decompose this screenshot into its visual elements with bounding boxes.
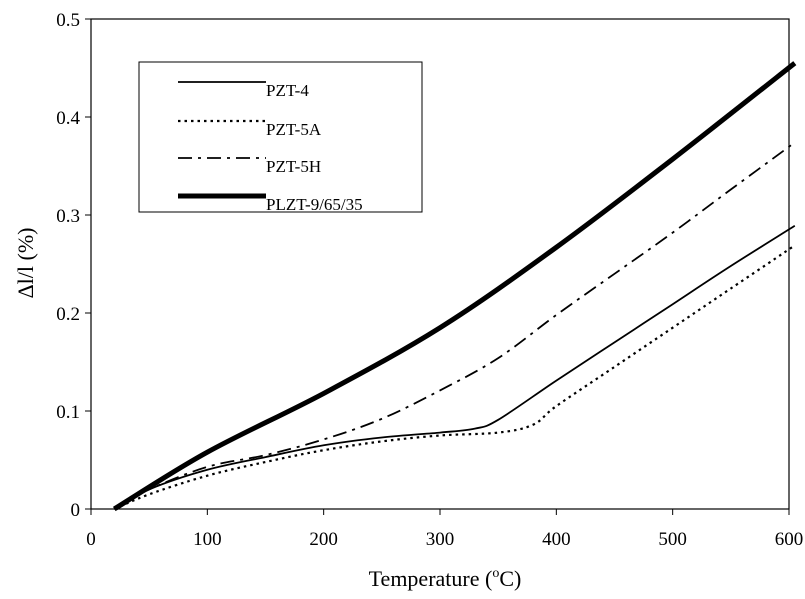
- y-axis-ticks: 0 0.1 0.2 0.3 0.4 0.5: [56, 10, 91, 521]
- legend-box: [138, 61, 423, 213]
- x-tick-label: 300: [426, 529, 455, 550]
- series-lines: [112, 61, 797, 512]
- x-tick-label: 400: [542, 529, 571, 550]
- y-tick-label: 0.4: [56, 108, 80, 129]
- x-tick-label: 500: [658, 529, 687, 550]
- legend-label: PLZT-9/65/35: [266, 195, 363, 214]
- series-line-pzt-5h: [113, 141, 796, 510]
- y-tick-label: 0.3: [56, 206, 80, 227]
- x-axis-ticks: 0 100 200 300 400 500 600: [86, 509, 803, 550]
- y-axis-title: Δl/l (%): [13, 228, 38, 299]
- x-tick-label: 200: [309, 529, 338, 550]
- y-tick-label: 0.5: [56, 10, 80, 31]
- series-line-pzt-5a: [113, 244, 796, 511]
- legend-label: PZT-5H: [266, 157, 321, 176]
- legend-label: PZT-5A: [266, 120, 322, 139]
- x-tick-label: 100: [193, 529, 222, 550]
- x-axis-title: Temperature (oC): [369, 566, 522, 591]
- series-line-plzt-9-65-35: [112, 61, 797, 512]
- x-tick-label: 600: [775, 529, 804, 550]
- y-tick-label: 0: [71, 500, 81, 521]
- legend: PZT-4 PZT-5A PZT-5H PLZT-9/65/35: [138, 61, 423, 214]
- legend-label: PZT-4: [266, 81, 309, 100]
- y-tick-label: 0.2: [56, 304, 80, 325]
- y-tick-label: 0.1: [56, 402, 80, 423]
- series-line-pzt-4: [113, 225, 796, 510]
- x-tick-label: 0: [86, 529, 96, 550]
